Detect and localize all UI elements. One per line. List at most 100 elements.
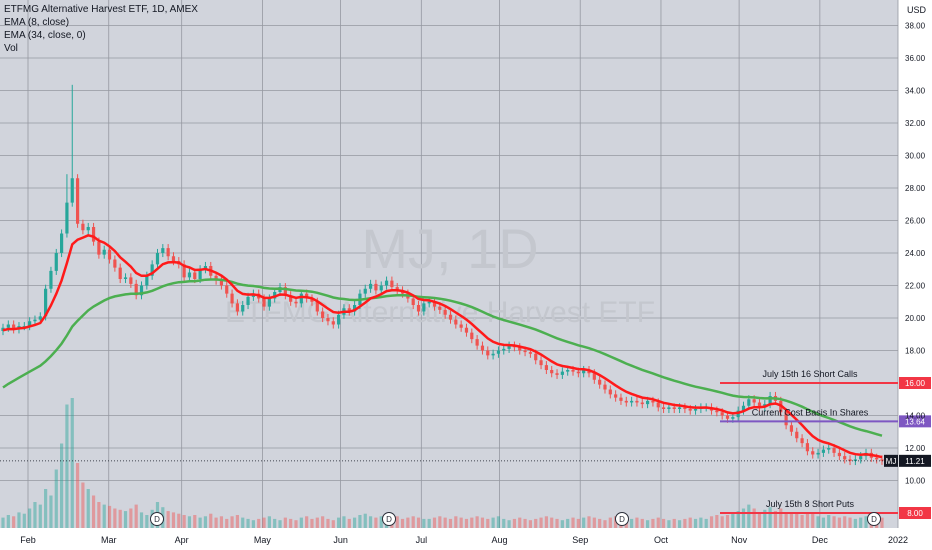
volume-bar [827, 515, 831, 528]
candle-body [518, 347, 522, 351]
volume-bar [763, 509, 767, 528]
time-tick-label: Aug [491, 535, 507, 545]
time-tick-label: Feb [20, 535, 36, 545]
plot-background [0, 0, 898, 528]
volume-bar [102, 504, 106, 528]
volume-bar [725, 515, 730, 528]
candle-body [134, 283, 138, 296]
volume-bar [65, 404, 69, 528]
candle-body [65, 202, 69, 234]
volume-bar [230, 516, 234, 528]
candle-body [86, 227, 90, 231]
time-tick-label: May [254, 535, 272, 545]
volume-bar [470, 517, 474, 528]
candle-body [448, 314, 453, 320]
volume-bar [598, 518, 602, 528]
price-tick-label: 12.00 [905, 444, 926, 453]
legend-ema-fast[interactable]: EMA (8, close) [4, 17, 70, 28]
volume-bar [315, 517, 319, 528]
candle-body [619, 397, 623, 401]
price-tag [899, 507, 931, 519]
volume-bar [571, 517, 575, 528]
level-label[interactable]: July 15th 16 Short Calls [762, 369, 858, 379]
volume-bar [326, 518, 330, 528]
volume-bar [294, 520, 298, 528]
volume-bar [715, 515, 719, 528]
volume-bar [145, 515, 149, 528]
volume-bar [118, 509, 122, 528]
candle-body [821, 449, 825, 453]
level-label[interactable]: Current Cost Basis In Shares [752, 407, 869, 417]
candle-body [715, 410, 719, 413]
volume-bar [693, 518, 698, 528]
candle-body [624, 400, 628, 403]
volume-bar [523, 518, 527, 528]
volume-bar [704, 518, 708, 528]
candle-body [768, 396, 772, 405]
dividend-marker[interactable] [150, 512, 164, 526]
time-tick-label: Oct [654, 535, 669, 545]
volume-bar [310, 518, 314, 528]
volume-bar [512, 518, 517, 528]
volume-bar [411, 516, 415, 528]
candle-body [880, 459, 884, 461]
volume-bar [528, 520, 532, 528]
volume-bar [70, 398, 74, 528]
volume-bar [496, 516, 501, 528]
volume-bar [800, 515, 804, 528]
candle-body [811, 451, 815, 455]
axes: 10.00 12.00 14.00 18.00 20.00 22.00 24.00 26.00… [20, 22, 925, 546]
legend-ema-slow[interactable]: EMA (34, close, 0) [4, 30, 86, 41]
dividend-marker-label: D [619, 515, 625, 524]
candle-body [150, 264, 154, 276]
candle-body [198, 269, 202, 279]
candle-body [480, 345, 485, 351]
volume-bar [848, 517, 852, 528]
candle-body [832, 448, 836, 453]
volume-bar [448, 518, 453, 528]
price-tick-label: 22.00 [905, 282, 926, 291]
candle-body [97, 241, 101, 255]
legend-title[interactable]: ETFMG Alternative Harvest ETF, 1D, AMEX [4, 4, 198, 15]
volume-bar [241, 517, 245, 528]
legend-volume[interactable]: Vol [4, 43, 18, 54]
volume-bar [38, 504, 42, 528]
candle-body [193, 272, 197, 279]
dividend-marker[interactable] [615, 512, 629, 526]
level-label[interactable]: July 15th 8 Short Puts [766, 499, 855, 509]
candle-body [294, 301, 298, 304]
candle-body [171, 256, 176, 262]
candle-body [491, 353, 495, 356]
volume-bar [91, 495, 96, 528]
candle-body [539, 360, 543, 366]
candle-body [102, 249, 106, 255]
candle-body [528, 352, 532, 354]
volume-bar [422, 518, 426, 528]
volume-bar [582, 517, 586, 528]
ema-fast-line [2, 233, 883, 459]
dividend-marker[interactable] [867, 512, 881, 526]
volume-bar [262, 517, 266, 528]
candle-body [422, 303, 426, 312]
candle-body [33, 319, 37, 322]
dividend-marker[interactable] [382, 512, 396, 526]
volume-bar [54, 469, 58, 528]
volume-bar [843, 516, 847, 528]
candle-body [411, 298, 415, 305]
volume-bar [683, 518, 687, 528]
candle-body [241, 305, 245, 312]
volume-bar [86, 489, 90, 528]
price-tag [899, 377, 931, 389]
candle-body [544, 365, 548, 370]
candle-body [6, 324, 10, 328]
volume-bar [720, 516, 724, 528]
price-tag-text: 16.00 [905, 379, 926, 388]
candle-body [523, 350, 527, 353]
volume-bar [821, 517, 825, 528]
candle-body [379, 285, 383, 291]
volume-bar [22, 513, 26, 528]
volume-bar [587, 516, 591, 528]
volume-bar [235, 515, 239, 528]
candle-body [630, 400, 634, 403]
